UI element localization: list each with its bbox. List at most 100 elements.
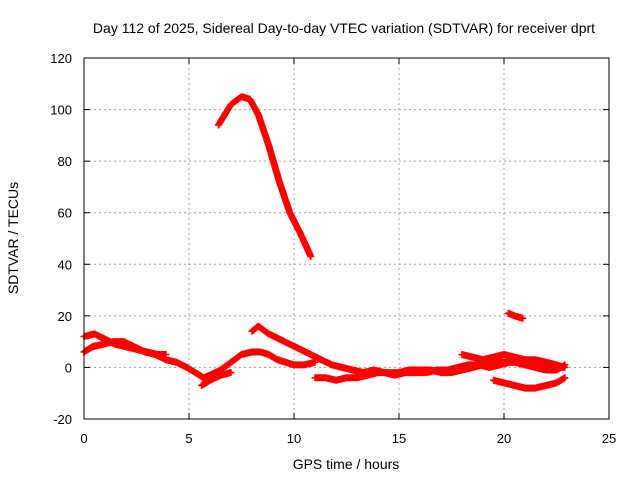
y-tick-label: 120 xyxy=(50,51,72,66)
data-point xyxy=(330,363,333,367)
data-point xyxy=(513,355,516,359)
data-point xyxy=(208,379,212,382)
data-point xyxy=(341,366,344,369)
data-point xyxy=(387,371,390,374)
data-point xyxy=(248,98,252,101)
data-point xyxy=(278,180,281,183)
data-point xyxy=(257,113,260,116)
x-tick-label: 10 xyxy=(287,431,301,446)
x-tick-label: 25 xyxy=(602,431,616,446)
data-point xyxy=(521,317,525,320)
data-point xyxy=(544,384,548,387)
data-point xyxy=(240,353,243,356)
data-point xyxy=(507,312,510,315)
data-point xyxy=(460,368,464,372)
data-point xyxy=(544,368,548,372)
data-point xyxy=(257,324,260,328)
data-point xyxy=(313,361,317,364)
data-point xyxy=(299,232,302,235)
y-tick-label: -20 xyxy=(53,412,72,427)
x-axis-label: GPS time / hours xyxy=(293,456,400,472)
data-point xyxy=(471,355,474,359)
data-point xyxy=(492,379,495,382)
data-point xyxy=(376,371,380,374)
data-point xyxy=(502,381,506,385)
data-point xyxy=(502,353,506,356)
data-point xyxy=(309,353,312,356)
chart-title: Day 112 of 2025, Sidereal Day-to-day VTE… xyxy=(93,20,595,36)
data-point xyxy=(563,376,567,379)
data-point xyxy=(366,373,369,377)
data-point xyxy=(439,371,443,374)
data-point xyxy=(292,363,296,367)
series-layer xyxy=(80,93,569,392)
data-point xyxy=(284,361,287,364)
data-point xyxy=(534,386,537,390)
data-point xyxy=(555,363,558,367)
data-point xyxy=(345,376,348,379)
data-point xyxy=(355,376,359,379)
data-point xyxy=(208,373,212,377)
data-point xyxy=(502,361,506,364)
data-point xyxy=(103,337,107,341)
data-point xyxy=(288,343,291,346)
data-point xyxy=(555,368,558,372)
data-point xyxy=(229,371,233,374)
data-point xyxy=(471,366,474,369)
data-point xyxy=(351,368,354,372)
data-point xyxy=(93,332,96,336)
data-point xyxy=(324,376,327,379)
data-point xyxy=(299,348,302,351)
data-point xyxy=(523,386,527,390)
data-point xyxy=(240,95,243,98)
data-point xyxy=(124,345,128,348)
data-point xyxy=(563,366,567,369)
data-point xyxy=(200,384,203,387)
x-axis-ticks: 0 5 10 15 20 25 xyxy=(80,58,616,446)
data-point xyxy=(334,379,338,382)
y-axis-ticks: -20 0 20 40 60 80 100 120 xyxy=(50,51,609,427)
data-point xyxy=(259,350,262,354)
data-point xyxy=(397,371,401,374)
data-point xyxy=(276,358,279,361)
data-point xyxy=(229,103,233,106)
data-point xyxy=(418,368,422,372)
y-tick-label: 40 xyxy=(58,257,72,272)
data-point xyxy=(101,343,105,346)
series-high-arc xyxy=(214,93,315,260)
data-point xyxy=(194,371,197,374)
data-point xyxy=(217,123,220,127)
x-tick-label: 20 xyxy=(497,431,511,446)
data-point xyxy=(91,345,94,348)
y-tick-label: 60 xyxy=(58,206,72,221)
data-point xyxy=(513,361,516,364)
data-point xyxy=(267,332,270,336)
y-tick-label: 0 xyxy=(65,360,72,375)
x-tick-label: 15 xyxy=(392,431,406,446)
data-point xyxy=(219,368,222,372)
data-point xyxy=(481,363,485,367)
data-point xyxy=(320,358,323,361)
data-point xyxy=(513,384,516,387)
series-track-f xyxy=(490,374,569,392)
data-point xyxy=(202,376,205,379)
data-point xyxy=(145,350,149,354)
data-point xyxy=(288,211,291,214)
data-point xyxy=(534,366,537,369)
data-point xyxy=(135,348,138,351)
data-point xyxy=(114,343,117,346)
data-point xyxy=(492,355,495,359)
y-tick-label: 80 xyxy=(58,154,72,169)
data-point xyxy=(156,353,159,356)
data-point xyxy=(164,358,168,361)
y-axis-label: SDTVAR / TECUs xyxy=(5,182,21,294)
data-point xyxy=(303,363,306,367)
data-point xyxy=(523,358,527,361)
data-point xyxy=(267,353,270,356)
data-point xyxy=(175,361,178,364)
data-point xyxy=(219,373,222,377)
y-tick-label: 100 xyxy=(50,103,72,118)
y-tick-label: 20 xyxy=(58,309,72,324)
